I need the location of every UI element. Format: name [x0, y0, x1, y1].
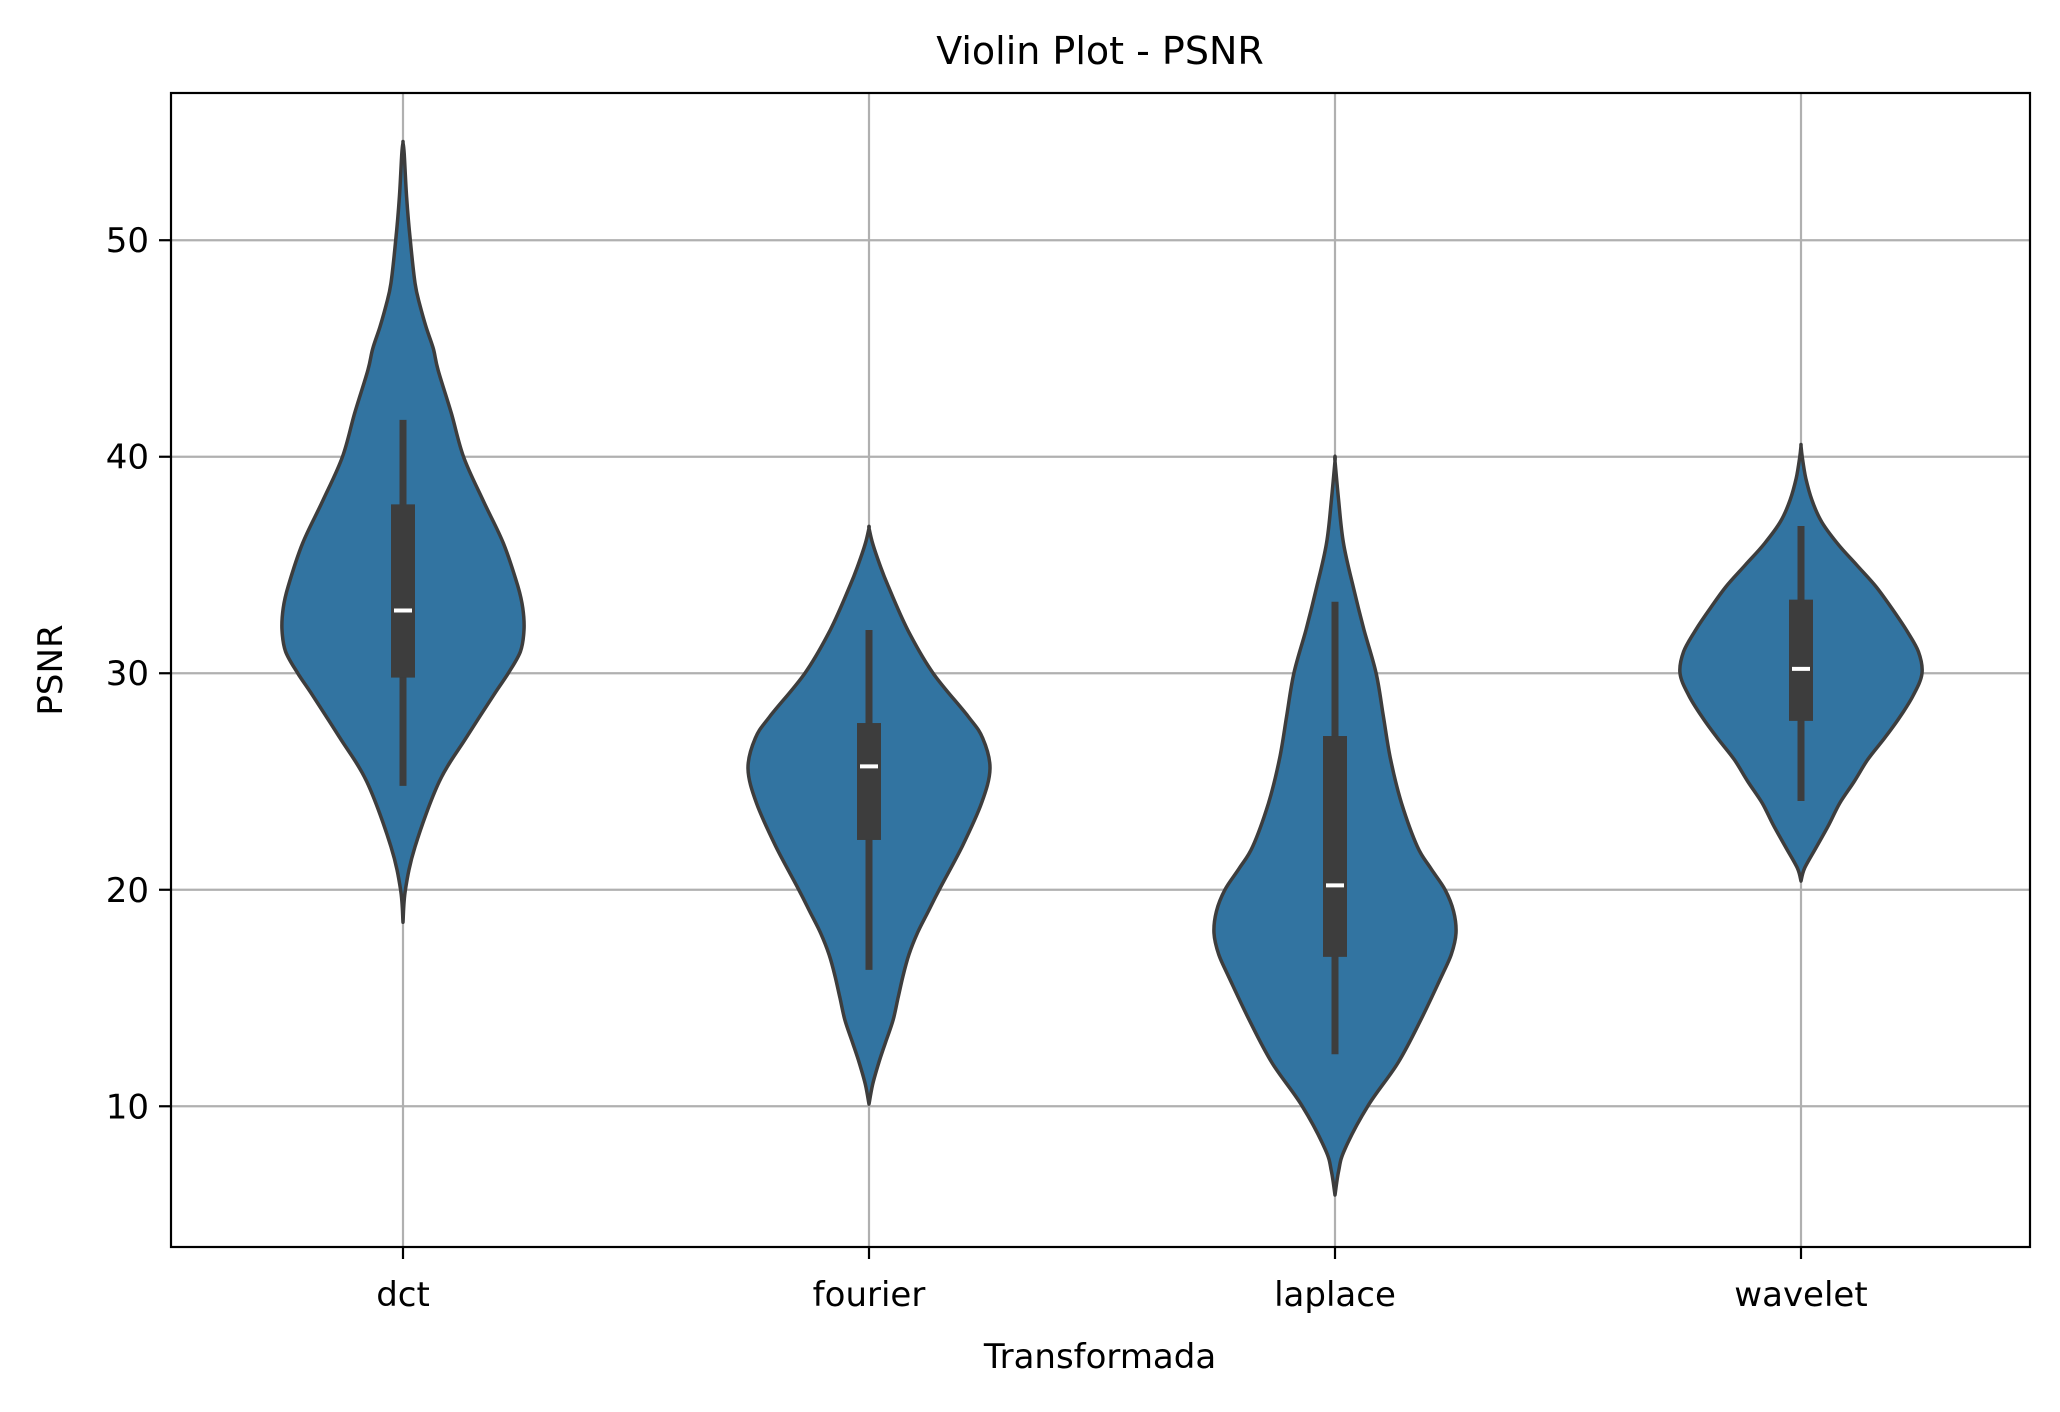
- y-tick-label: 10: [106, 1087, 149, 1127]
- violin-wavelet: [1678, 442, 1924, 883]
- violin-dct: [280, 139, 526, 924]
- violin-fourier: [746, 524, 992, 1106]
- chart-title: Violin Plot - PSNR: [936, 29, 1264, 73]
- x-tick-label: fourier: [813, 1275, 926, 1315]
- violin-series: [280, 139, 1924, 1197]
- y-tick-label: 20: [106, 871, 149, 911]
- x-tick-label: laplace: [1274, 1275, 1396, 1315]
- y-tick-label: 30: [106, 654, 149, 694]
- y-axis-label: PSNR: [31, 624, 71, 715]
- violin-iqr-box-wavelet: [1789, 599, 1813, 721]
- violin-laplace: [1212, 454, 1458, 1197]
- x-tick-label: dct: [376, 1275, 430, 1315]
- plot-frame: [169, 91, 2032, 1249]
- x-tick-label: wavelet: [1734, 1275, 1867, 1315]
- y-tick-label: 50: [106, 221, 149, 261]
- violin-iqr-box-laplace: [1323, 736, 1347, 957]
- violin-iqr-box-dct: [391, 504, 415, 678]
- axes: 10 20 30 40 50 dct fourier laplace wavelet: [106, 221, 1868, 1315]
- y-tick-label: 40: [106, 438, 149, 478]
- violin-iqr-box-fourier: [857, 723, 881, 840]
- x-axis-label: Transformada: [983, 1337, 1216, 1377]
